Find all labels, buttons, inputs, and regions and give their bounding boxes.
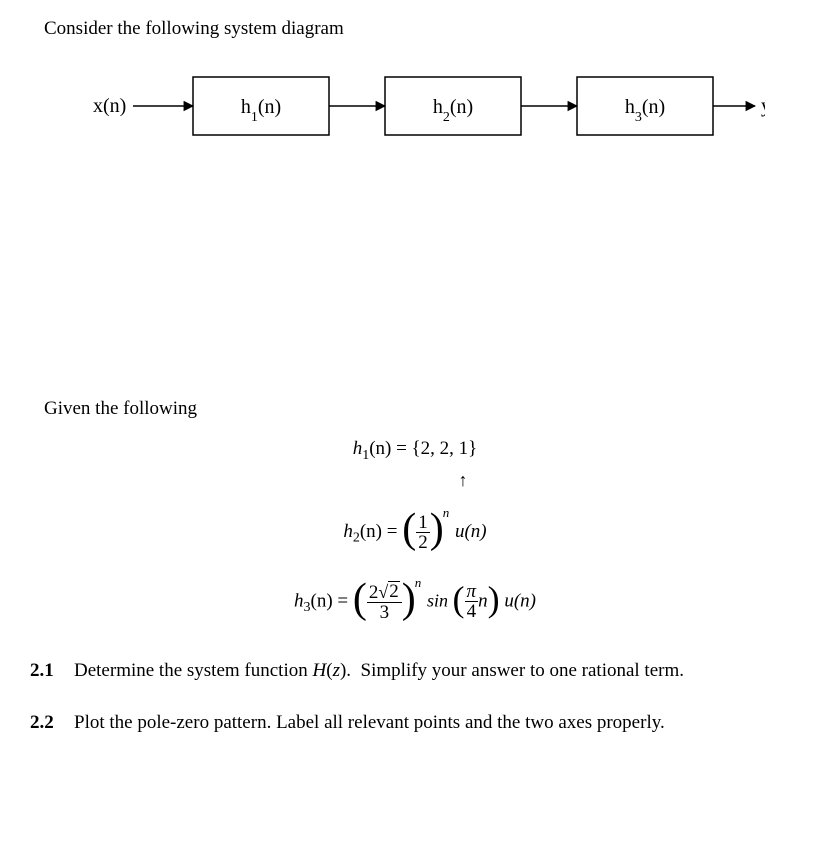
output-label: y(n)	[761, 95, 765, 117]
question-text: Plot the pole-zero pattern. Label all re…	[74, 712, 665, 734]
equation-h3: h3(n) = ( 2√2 3 )n sin (π4n) u(n)	[294, 582, 536, 622]
block-label: h3(n)	[625, 96, 665, 125]
question-number: 2.2	[30, 712, 74, 734]
block-diagram-svg: x(n) h1(n) h2(n) h3(n) y(n)	[65, 70, 765, 148]
intro-text: Consider the following system diagram	[44, 18, 800, 40]
equation-h1: h1(n) = {2, 2, 1}	[353, 438, 478, 464]
question-text: Determine the system function H(z). Simp…	[74, 660, 684, 682]
question-number: 2.1	[30, 660, 74, 682]
equation-h2: h2(n) = (12)n u(n)	[343, 513, 486, 552]
question-2-1: 2.1 Determine the system function H(z). …	[30, 660, 800, 682]
equations-block: h1(n) = {2, 2, 1} ↑ h2(n) = (12)n u(n) h…	[30, 430, 800, 630]
input-label: x(n)	[93, 95, 126, 117]
origin-arrow-icon: ↑	[126, 470, 800, 491]
system-diagram: x(n) h1(n) h2(n) h3(n) y(n)	[30, 70, 800, 148]
block-label: h1(n)	[241, 96, 281, 125]
question-2-2: 2.2 Plot the pole-zero pattern. Label al…	[30, 712, 800, 734]
block-label: h2(n)	[433, 96, 473, 125]
given-text: Given the following	[44, 398, 800, 420]
